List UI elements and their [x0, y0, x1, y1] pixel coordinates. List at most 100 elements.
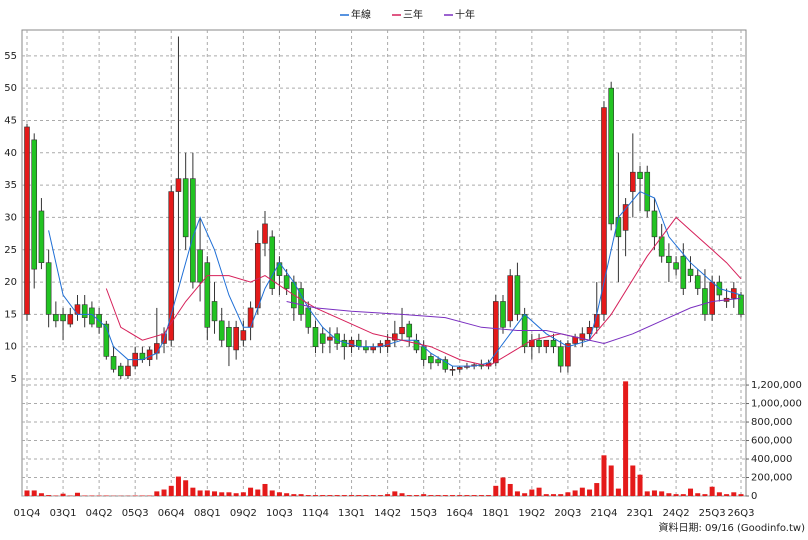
volume-bar: [38, 493, 44, 496]
candle-body: [204, 262, 211, 328]
candle-body: [182, 178, 189, 238]
volume-bar: [312, 495, 318, 496]
candle-body: [327, 336, 333, 341]
y2-tick-label: 0: [751, 491, 757, 502]
volume-bar: [240, 492, 246, 496]
candle-body: [81, 304, 88, 318]
volume-bar: [175, 476, 181, 496]
candle-body: [637, 171, 643, 179]
volume-bar: [320, 495, 326, 496]
volume-bar: [659, 491, 665, 496]
volume-bar: [269, 490, 275, 496]
candle-body: [428, 356, 434, 364]
candle-body: [644, 171, 651, 212]
volume-bar: [233, 493, 239, 496]
candle-body: [435, 359, 441, 364]
candle-body: [557, 346, 564, 367]
candle-body: [666, 255, 672, 263]
candle-body: [543, 339, 550, 347]
volume-bar: [161, 489, 167, 496]
candle-body: [103, 323, 110, 357]
candle-body: [254, 242, 261, 309]
volume-bar: [601, 455, 607, 496]
volume-bar: [226, 492, 232, 496]
volume-bar: [572, 490, 578, 496]
x-tick-label: 23Q1: [627, 508, 654, 519]
candle-body: [218, 320, 225, 341]
candle-body: [601, 107, 607, 315]
volume-bar: [255, 489, 261, 496]
candle-body: [399, 327, 405, 335]
volume-bar: [248, 487, 254, 496]
volume-bar: [471, 495, 477, 496]
x-tick-label: 11Q4: [302, 508, 329, 519]
volume-bar: [478, 495, 484, 496]
volume-bar: [615, 488, 621, 496]
candle-body: [406, 323, 413, 338]
moving-average-line: [286, 297, 742, 345]
volume-bar: [464, 495, 470, 496]
candle-body: [500, 301, 506, 328]
candle-body: [269, 236, 276, 289]
x-tick-label: 20Q3: [554, 508, 581, 519]
volume-bar: [262, 483, 268, 496]
legend-label: 三年: [403, 8, 423, 21]
candle-body: [154, 343, 160, 354]
volume-bar: [377, 495, 383, 496]
candle-body: [651, 210, 658, 238]
x-tick-label: 24Q2: [663, 508, 690, 519]
volume-bar: [168, 485, 174, 496]
candle-body: [197, 249, 203, 283]
candle-body: [622, 204, 629, 231]
candle-body: [456, 367, 463, 370]
volume-bar: [392, 491, 398, 496]
x-tick-label: 13Q1: [338, 508, 365, 519]
candle-body: [190, 178, 196, 283]
volume-bar: [399, 493, 405, 496]
x-tick-label: 06Q4: [158, 508, 185, 519]
x-tick-label: 09Q2: [230, 508, 257, 519]
volume-bar: [724, 494, 730, 496]
candle-body: [168, 191, 175, 341]
x-tick-label: 18Q1: [482, 508, 509, 519]
candle-body: [312, 327, 319, 347]
volume-bar: [298, 494, 304, 496]
x-tick-label: 16Q4: [446, 508, 473, 519]
candle-body: [550, 339, 557, 347]
candle-body: [74, 304, 81, 315]
candle-body: [233, 327, 239, 351]
volume-bar: [341, 495, 347, 496]
volume-bar: [695, 493, 701, 496]
x-tick-label: 19Q2: [518, 508, 545, 519]
x-tick-label: 08Q1: [194, 508, 221, 519]
candle-body: [175, 178, 182, 192]
candle-body: [283, 275, 290, 289]
y2-tick-label: 800,000: [751, 417, 792, 428]
volume-bar: [428, 495, 434, 496]
plot-frame: [21, 29, 747, 497]
y2-tick-label: 200,000: [751, 473, 792, 484]
candle-body: [673, 262, 679, 270]
volume-bar: [219, 492, 225, 496]
x-tick-label: 15Q3: [410, 508, 437, 519]
x-tick-label: 25Q3: [699, 508, 726, 519]
volume-bar: [558, 494, 564, 496]
volume-bar: [421, 494, 427, 496]
candle-body: [298, 288, 304, 315]
volume-bar: [305, 495, 311, 496]
volume-bar: [406, 495, 412, 496]
volume-bar: [680, 494, 686, 496]
candle-body: [31, 139, 38, 270]
y2-tick-label: 1,000,000: [751, 399, 802, 410]
candle-body: [694, 275, 701, 289]
volume-bar: [60, 493, 66, 496]
volume-bar: [327, 495, 333, 496]
volume-bar: [637, 474, 643, 496]
candle-body: [38, 210, 45, 263]
volume-bar: [457, 495, 463, 496]
candle-body: [146, 349, 153, 360]
candle-body: [702, 288, 708, 315]
legend-label: 十年: [455, 8, 475, 21]
volume-bar: [363, 495, 369, 496]
candle-body: [226, 327, 232, 347]
